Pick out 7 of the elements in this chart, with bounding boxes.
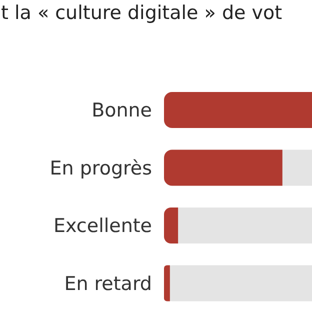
y-tick-label: Excellente xyxy=(54,215,152,238)
bar xyxy=(164,265,170,302)
y-tick-label: Bonne xyxy=(92,100,152,122)
bar xyxy=(164,208,178,244)
y-tick-label: En progrès xyxy=(50,157,152,180)
y-tick-label: En retard xyxy=(64,272,152,295)
chart-title: t la « culture digitale » de vot xyxy=(1,2,282,24)
